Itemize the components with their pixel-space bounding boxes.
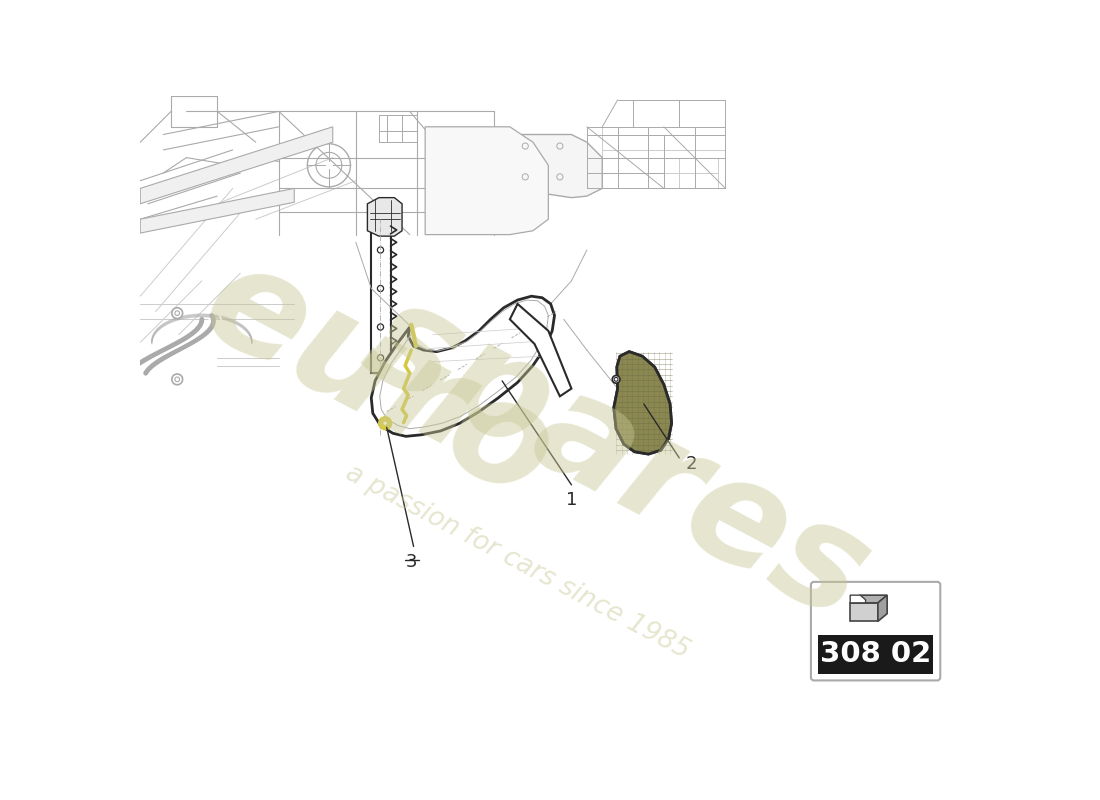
Polygon shape <box>141 126 332 204</box>
FancyBboxPatch shape <box>811 582 940 681</box>
Polygon shape <box>614 352 671 454</box>
Polygon shape <box>878 595 887 622</box>
Polygon shape <box>425 126 548 234</box>
Polygon shape <box>141 188 295 233</box>
Text: 2: 2 <box>685 455 697 473</box>
Text: 308 02: 308 02 <box>820 641 932 669</box>
Polygon shape <box>850 595 887 603</box>
Bar <box>818 635 933 674</box>
Text: a passion for cars since 1985: a passion for cars since 1985 <box>341 460 694 664</box>
Polygon shape <box>367 198 403 236</box>
Polygon shape <box>510 304 572 396</box>
Circle shape <box>172 308 183 318</box>
Polygon shape <box>850 595 866 603</box>
Circle shape <box>613 375 620 383</box>
Polygon shape <box>614 352 671 454</box>
Polygon shape <box>510 134 603 198</box>
Text: spares: spares <box>343 267 892 649</box>
Polygon shape <box>372 296 554 436</box>
Bar <box>818 589 933 635</box>
Polygon shape <box>372 227 390 373</box>
Text: 1: 1 <box>565 491 578 509</box>
Text: euro: euro <box>180 230 578 531</box>
Circle shape <box>172 374 183 385</box>
Circle shape <box>379 418 390 429</box>
Polygon shape <box>850 603 878 622</box>
Text: 3: 3 <box>406 554 417 571</box>
